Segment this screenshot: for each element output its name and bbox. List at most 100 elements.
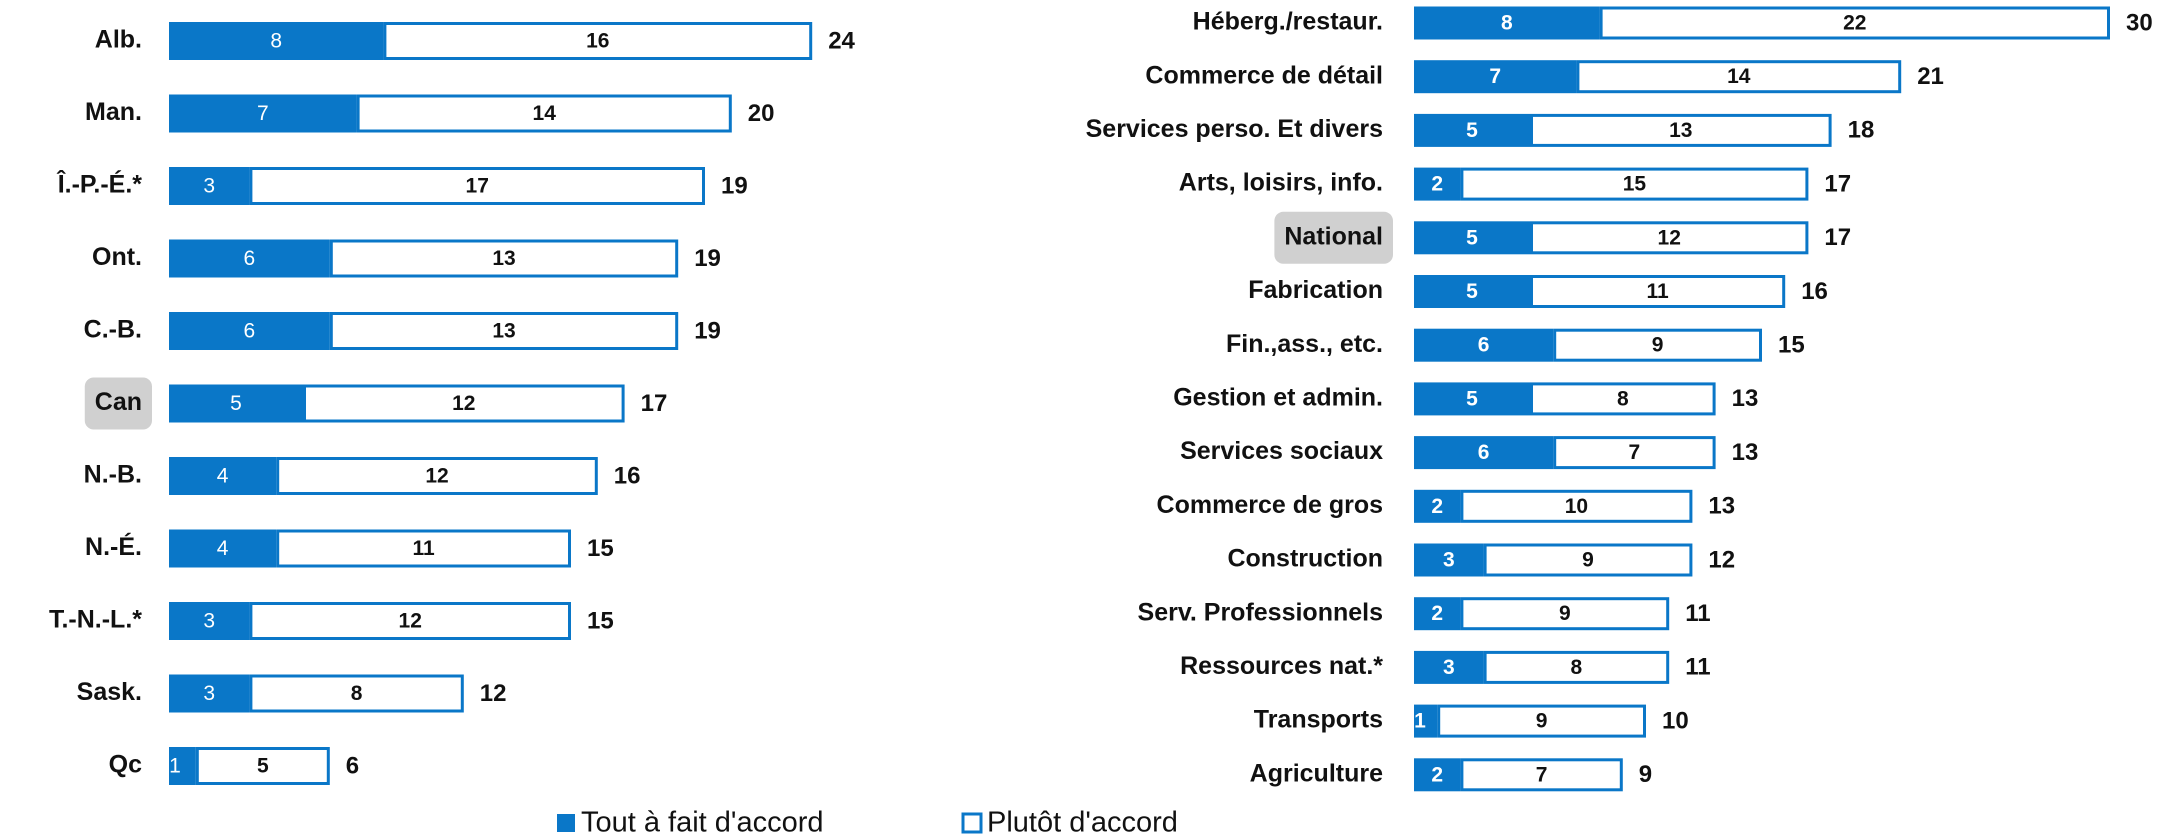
- category-label: Qc: [109, 751, 142, 779]
- bar-segment: [276, 529, 571, 568]
- segment-label: 8: [1571, 656, 1583, 679]
- segment-label: 13: [492, 320, 515, 343]
- category-label: Ressources nat.*: [1180, 652, 1383, 680]
- total-label: 17: [1824, 224, 1851, 251]
- row: Serv. Professionnels 2 9 11: [1138, 597, 1711, 631]
- bar-segment: [1414, 113, 1530, 147]
- category-label: Fin.,ass., etc.: [1226, 330, 1383, 358]
- category-label: Sask.: [77, 678, 142, 706]
- total-label: 13: [1732, 439, 1759, 466]
- segment-label: 12: [452, 392, 475, 415]
- bar-segment: [1414, 489, 1461, 523]
- bar-segment: [1414, 597, 1461, 631]
- category-label: Man.: [85, 98, 142, 126]
- bar-segment: [1553, 436, 1716, 470]
- segment-label: 4: [217, 465, 229, 488]
- legend-label: Plutôt d'accord: [987, 807, 1178, 839]
- row: Alb. 8 16 24: [95, 22, 856, 60]
- bar-segment: [329, 312, 679, 350]
- highlight-box: [84, 377, 152, 430]
- total-label: 12: [1708, 546, 1735, 573]
- bar-segment: [1414, 704, 1438, 738]
- bar-segment: [1483, 543, 1693, 577]
- segment-label: 2: [1431, 602, 1443, 625]
- bar-segment: [249, 674, 464, 713]
- segment-label: 14: [1727, 65, 1751, 88]
- segment-label: 3: [1443, 549, 1455, 572]
- bar-segment: [1414, 6, 1600, 40]
- highlight-box: [1274, 211, 1393, 264]
- bar-segment: [1530, 113, 1832, 147]
- bar-segment: [1576, 60, 1902, 94]
- total-label: 19: [694, 317, 721, 344]
- legend-swatch: [961, 812, 983, 834]
- row: Gestion et admin. 5 8 13: [1173, 382, 1758, 416]
- segment-label: 5: [1466, 119, 1478, 142]
- bar-segment: [169, 674, 250, 713]
- row: National 5 12 17: [1274, 211, 1851, 264]
- total-label: 30: [2126, 9, 2153, 36]
- segment-label: 16: [586, 30, 609, 53]
- segment-label: 13: [1669, 119, 1692, 142]
- bar-segment: [249, 602, 571, 640]
- category-label: T.-N.-L.*: [49, 606, 142, 634]
- bar-segment: [383, 22, 813, 60]
- row: C.-B. 6 13 19: [84, 312, 721, 350]
- total-label: 19: [721, 172, 748, 199]
- row: Sask. 3 8 12: [77, 674, 507, 713]
- total-label: 15: [1778, 332, 1805, 359]
- category-label: Ont.: [92, 243, 142, 271]
- bar-segment: [1414, 328, 1554, 362]
- segment-label: 3: [1443, 656, 1455, 679]
- category-label: Gestion et admin.: [1173, 384, 1383, 412]
- category-label: Commerce de détail: [1145, 61, 1383, 89]
- segment-label: 7: [257, 102, 269, 125]
- bar-segment: [1483, 650, 1670, 684]
- segment-label: 2: [1431, 495, 1443, 518]
- bar-segment: [1530, 221, 1809, 255]
- segment-label: 4: [217, 537, 229, 560]
- row: Arts, loisirs, info. 2 15 17: [1179, 167, 1851, 201]
- category-label: Serv. Professionnels: [1138, 598, 1383, 626]
- segment-label: 12: [425, 465, 448, 488]
- segment-label: 6: [244, 247, 256, 270]
- segment-label: 3: [203, 682, 215, 705]
- row: Commerce de détail 7 14 21: [1145, 60, 1944, 94]
- total-label: 11: [1685, 654, 1710, 681]
- category-label: Construction: [1227, 545, 1383, 573]
- category-label: Agriculture: [1250, 759, 1383, 787]
- bar-segment: [1460, 489, 1693, 523]
- category-label: Commerce de gros: [1157, 491, 1383, 519]
- bar-segment: [1414, 650, 1484, 684]
- row: T.-N.-L.* 3 12 15: [49, 602, 614, 640]
- row: Héberg./restaur. 8 22 30: [1193, 6, 2153, 40]
- total-label: 21: [1917, 63, 1944, 90]
- segment-label: 10: [1565, 495, 1588, 518]
- category-label: Fabrication: [1248, 276, 1383, 304]
- total-label: 18: [1848, 117, 1875, 144]
- row: Ont. 6 13 19: [92, 239, 721, 278]
- row: Î.-P.-É.* 3 17 19: [56, 167, 748, 205]
- total-label: 11: [1685, 600, 1710, 627]
- category-label: C.-B.: [84, 316, 142, 344]
- total-label: 10: [1662, 707, 1689, 734]
- bar-segment: [1553, 328, 1762, 362]
- row: Services sociaux 6 7 13: [1180, 436, 1759, 470]
- bar-segment: [329, 239, 679, 278]
- bar-segment: [169, 747, 196, 785]
- segment-label: 1: [169, 755, 181, 778]
- total-label: 16: [614, 462, 641, 489]
- segment-label: 8: [1501, 12, 1513, 35]
- segment-label: 12: [399, 610, 422, 633]
- segment-label: 8: [351, 682, 363, 705]
- bar-segment: [1414, 758, 1461, 792]
- category-label: Transports: [1254, 706, 1383, 734]
- segment-label: 8: [270, 30, 282, 53]
- bar-segment: [169, 457, 277, 495]
- segment-label: 5: [230, 392, 242, 415]
- bar-segment: [1599, 6, 2110, 40]
- bar-segment: [169, 22, 384, 60]
- bar-segment: [1414, 382, 1530, 416]
- bar-segment: [169, 239, 330, 278]
- legend-label: Tout à fait d'accord: [581, 807, 824, 839]
